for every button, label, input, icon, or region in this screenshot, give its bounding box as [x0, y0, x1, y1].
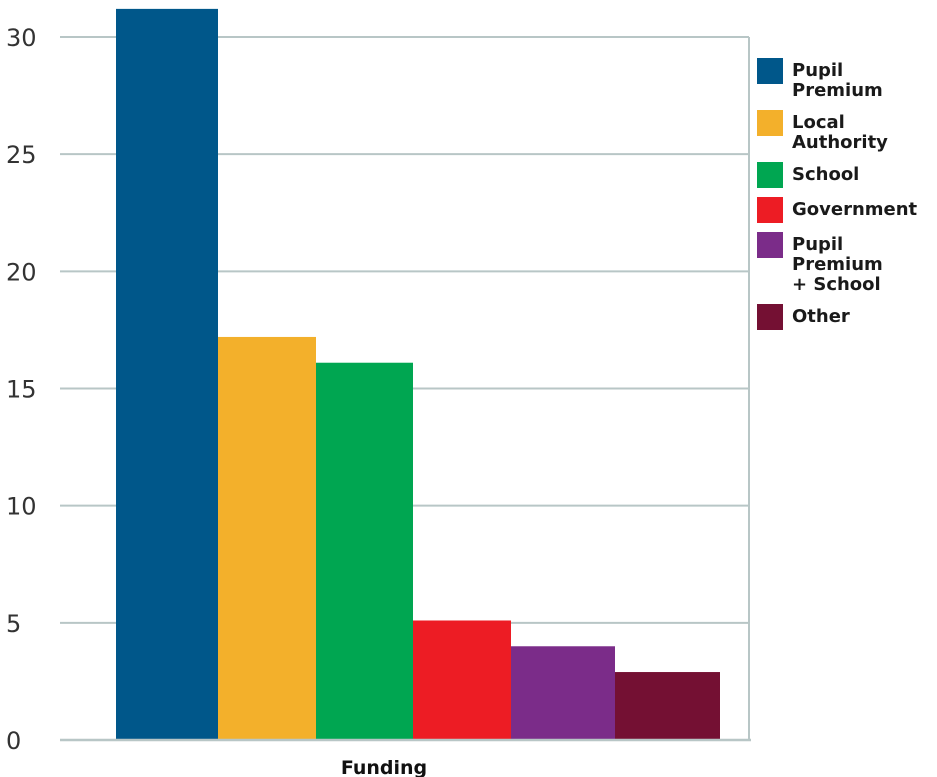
bar — [511, 646, 615, 740]
legend-label: School — [792, 164, 860, 185]
y-tick-label: 30 — [6, 24, 37, 52]
bar — [218, 336, 316, 740]
legend-label: Other — [792, 306, 850, 327]
y-tick-label: 10 — [6, 493, 37, 521]
legend-label: Government — [792, 199, 918, 220]
bar — [413, 620, 511, 740]
legend-item: Pupil Premium — [757, 58, 937, 101]
legend-label: Pupil Premium — [792, 60, 883, 101]
legend-item: Other — [757, 304, 937, 330]
y-tick-label: 20 — [6, 258, 37, 286]
legend-item: Local Authority — [757, 110, 937, 153]
y-tick-label: 0 — [6, 727, 21, 755]
legend: Pupil Premium Local Authority School Govern… — [757, 58, 937, 339]
legend-item: School — [757, 162, 937, 188]
y-tick-label: 5 — [6, 610, 21, 638]
legend-swatch — [757, 304, 783, 330]
legend-swatch — [757, 58, 783, 84]
legend-swatch — [757, 197, 783, 223]
bar — [316, 362, 413, 740]
bars — [116, 8, 720, 740]
legend-label: Pupil Premium + School — [792, 234, 883, 295]
x-category-label: Funding — [341, 757, 427, 777]
y-tick-label: 15 — [6, 376, 37, 404]
bar — [116, 8, 218, 740]
legend-label: Local Authority — [792, 112, 888, 153]
legend-swatch — [757, 232, 783, 258]
y-tick-label: 25 — [6, 141, 37, 169]
legend-item: Government — [757, 197, 937, 223]
bar — [615, 672, 720, 740]
legend-item: Pupil Premium + School — [757, 232, 937, 295]
y-axis-tick-labels: 0 5 10 15 20 25 30 — [6, 24, 37, 755]
legend-swatch — [757, 110, 783, 136]
legend-swatch — [757, 162, 783, 188]
